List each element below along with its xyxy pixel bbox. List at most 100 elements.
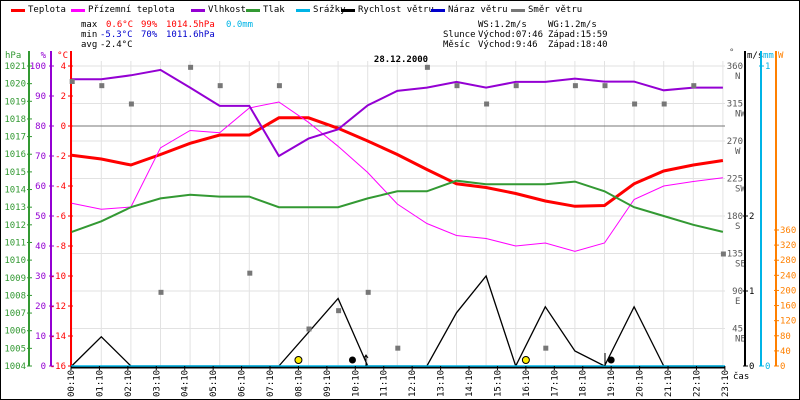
time-tick-label: 07:10 [266, 370, 276, 397]
wind-direction-point [69, 79, 75, 84]
legend-label: Tlak [263, 5, 285, 15]
wind-tick-label: 2 [749, 212, 754, 222]
wind-gust-max: WG:1.2m/s [548, 20, 597, 30]
wind-direction-point [217, 83, 223, 89]
legend-item: Vlhkost [191, 5, 246, 15]
temperature-tick-label: 4 [61, 62, 66, 72]
wind-direction-point [513, 83, 519, 89]
pressure-tick-label: 1021 [4, 62, 26, 72]
time-tick-label: 03:10 [152, 370, 162, 397]
sun-icon [294, 356, 303, 364]
power-tick-label: 360 [780, 226, 796, 236]
power-tick-label: 280 [780, 256, 796, 266]
chart-title: 28.12.2000 [374, 55, 428, 65]
precip-axis-unit: mm [763, 51, 774, 61]
legend-label: Náraz větru [448, 5, 508, 15]
humidity-tick-label: 20 [35, 302, 46, 312]
direction-tick-label: 315 [727, 100, 743, 110]
stat-max-temp: 0.6°C [106, 20, 134, 30]
temperature-axis-unit: °C [57, 51, 68, 61]
legend-item: Náraz větru [431, 5, 508, 15]
time-tick-label: 19:10 [607, 370, 617, 397]
stat-min-humidity: 70% [141, 30, 158, 40]
legend-item: Rychlost větru [341, 5, 434, 15]
pressure-tick-label: 1014 [4, 186, 26, 196]
pressure-tick-label: 1009 [4, 274, 26, 284]
legend-item: Směr větru [511, 5, 582, 15]
legend-item: Tlak [246, 5, 285, 15]
direction-tick-label: 45 [732, 325, 743, 335]
pressure-tick-label: 1011 [4, 238, 26, 248]
wind-direction-point [276, 83, 282, 89]
legend-swatch [71, 8, 85, 12]
pressure-tick-label: 1006 [4, 327, 26, 337]
pressure-tick-label: 1018 [4, 115, 26, 125]
direction-tick-label: 225 [727, 175, 743, 185]
sunrise: Východ:07:46 [478, 30, 544, 40]
wind-direction-point [158, 289, 164, 295]
wind-direction-point [632, 101, 638, 107]
time-tick-label: 11:10 [380, 370, 390, 397]
power-tick-label: 120 [780, 317, 796, 327]
time-tick-label: 06:10 [238, 370, 248, 397]
legend-label: Přízemní teplota [88, 5, 175, 15]
moonset: Západ:18:40 [548, 40, 608, 50]
sun-icon [521, 356, 530, 364]
temperature-tick-label: 0 [61, 122, 66, 132]
temperature-tick-label: -2 [55, 152, 66, 162]
power-tick-label: 80 [780, 332, 791, 342]
direction-compass-label: NW [735, 110, 746, 120]
wind-direction-point [188, 64, 194, 70]
series-3-line [71, 179, 724, 233]
time-tick-label: 00:10 [67, 370, 77, 397]
moon-icon [348, 356, 356, 364]
humidity-tick-label: 0 [41, 362, 46, 372]
temperature-tick-label: -10 [50, 272, 66, 282]
temperature-tick-label: -16 [50, 362, 66, 372]
legend-item: Teplota [11, 5, 66, 15]
wind-direction-point [128, 101, 134, 107]
legend-item: Srážky [296, 5, 346, 15]
stat-min-label: min [81, 30, 98, 40]
stat-max-label: max [81, 20, 98, 30]
temperature-tick-label: -8 [55, 242, 66, 252]
legend-swatch [296, 8, 310, 12]
pressure-tick-label: 1010 [4, 256, 26, 266]
power-tick-label: 40 [780, 347, 791, 357]
wind-direction-point [336, 308, 342, 314]
legend-swatch [11, 8, 25, 12]
moon-label: Měsíc [443, 40, 471, 50]
pressure-tick-label: 1008 [4, 291, 26, 301]
wind-direction-point [306, 326, 312, 332]
time-axis-label: čas [733, 371, 749, 382]
legend-label: Směr větru [528, 5, 583, 15]
direction-compass-label: E [735, 297, 740, 307]
sunset: Západ:15:59 [548, 30, 608, 40]
series-1-line [71, 101, 723, 252]
wind-direction-point [424, 64, 430, 70]
legend-item: Přízemní teplota [71, 5, 175, 15]
sun-label: Slunce [443, 30, 476, 40]
pressure-tick-label: 1004 [4, 362, 26, 372]
time-tick-label: 22:10 [692, 370, 702, 397]
power-tick-label: 240 [780, 271, 796, 281]
direction-compass-label: SW [735, 185, 746, 195]
direction-tick-label: 180 [727, 212, 743, 222]
wind-direction-point [602, 83, 608, 89]
direction-compass-label: SE [735, 260, 746, 270]
pressure-tick-label: 1016 [4, 150, 26, 160]
wind-axis-unit: m/s [747, 51, 763, 61]
humidity-tick-label: 30 [35, 272, 46, 282]
stat-avg-temp: -2.4°C [100, 40, 133, 50]
stat-min-pressure: 1011.6hPa [166, 30, 215, 40]
time-tick-label: 13:10 [437, 370, 447, 397]
wind-tick-label: 1 [749, 287, 754, 297]
pressure-tick-label: 1017 [4, 133, 26, 143]
humidity-tick-label: 100 [30, 62, 46, 72]
time-tick-label: 15:10 [493, 370, 503, 397]
power-tick-label: 320 [780, 241, 796, 251]
power-axis-unit: W [778, 51, 784, 61]
time-tick-label: 20:10 [636, 370, 646, 397]
wind-direction-point [720, 251, 726, 257]
wind-direction-point [572, 83, 578, 89]
